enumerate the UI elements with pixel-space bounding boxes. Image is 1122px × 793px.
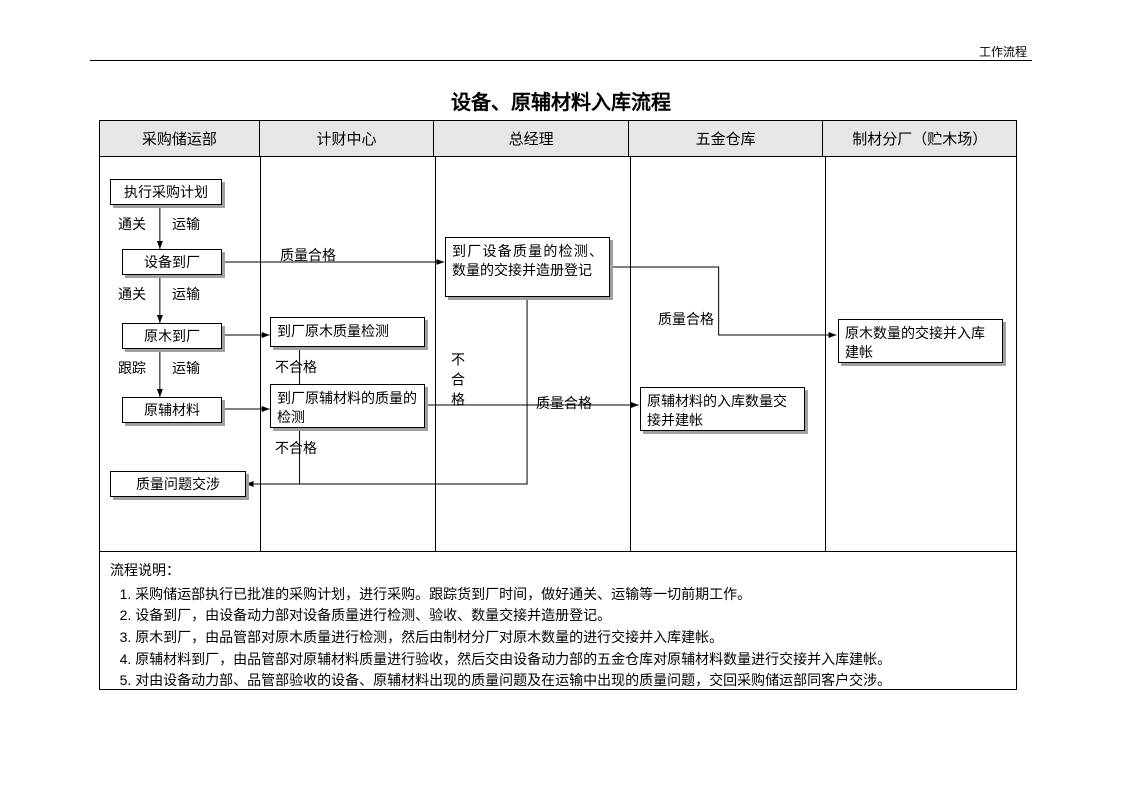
lane-header-row: 采购储运部计财中心总经理五金仓库制材分厂（贮木场） [100,121,1016,157]
lane-divider [435,157,436,551]
top-divider [90,60,1032,61]
lane-header-gm: 总经理 [434,121,629,156]
lane-header-warehouse: 五金仓库 [629,121,824,156]
lane-header-mill: 制材分厂（贮木场） [823,121,1016,156]
swimlane-frame: 采购储运部计财中心总经理五金仓库制材分厂（贮木场） 执行采购计划设备到厂原木到厂… [99,120,1017,690]
lane-header-finance: 计财中心 [260,121,435,156]
edge-label-l_t2a: 通关 [118,284,146,304]
flow-node-n_mill: 原木数量的交接并入库建帐 [838,319,1003,363]
flow-node-n_log: 原木到厂 [122,323,222,349]
edge-label-l_q1: 质量合格 [280,245,336,265]
flow-node-n_plan: 执行采购计划 [110,179,222,205]
flow-edge [609,267,837,335]
edge-label-l_nf1: 不合格 [275,357,317,377]
edge-label-l_nf2: 不合格 [275,438,317,458]
notes-item: 原辅材料到厂，由品管部对原辅材料质量进行验收，然后交由设备动力部的五金仓库对原辅… [135,649,1006,671]
lane-divider [260,157,261,551]
lane-header-purchase: 采购储运部 [100,121,260,156]
edge-label-l_t2b: 运输 [172,284,200,304]
notes-list: 采购储运部执行已批准的采购计划，进行采购。跟踪货到厂时间，做好通关、运输等一切前… [135,584,1006,692]
flow-node-n_aux: 原辅材料 [122,397,222,423]
lane-divider [630,157,631,551]
flow-node-n_issue: 质量问题交涉 [110,471,246,497]
notes-item: 设备到厂，由设备动力部对设备质量进行检测、验收、数量交接并造册登记。 [135,605,1006,627]
page-title: 设备、原辅材料入库流程 [451,86,671,115]
edge-label-l_t1a: 通关 [118,214,146,234]
doc-category-label: 工作流程 [979,43,1027,60]
notes-item: 原木到厂，由品管部对原木质量进行检测，然后由制材分厂对原木数量的进行交接并入库建… [135,627,1006,649]
edge-label-l_t3a: 跟踪 [118,358,146,378]
flow-node-n_wh: 原辅材料的入库数量交接并建帐 [640,387,805,431]
edge-label-l_q3: 质量合格 [536,393,592,413]
edge-label-l_bad: 不合格 [448,352,468,412]
edge-label-l_t3b: 运输 [172,358,200,378]
lane-divider [825,157,826,551]
flow-node-n_equip: 设备到厂 [122,249,222,275]
notes-item: 对由设备动力部、品管部验收的设备、原辅材料出现的质量问题及在运输中出现的质量问题… [135,670,1006,692]
flow-node-n_logchk: 到厂原木质量检测 [270,317,425,347]
edge-label-l_t1b: 运输 [172,214,200,234]
edge-label-l_q2: 质量合格 [658,309,714,329]
notes-item: 采购储运部执行已批准的采购计划，进行采购。跟踪货到厂时间，做好通关、运输等一切前… [135,584,1006,606]
flow-node-n_gm: 到厂设备质量的检测、数量的交接并造册登记 [445,237,610,297]
flow-node-n_auxchk: 到厂原辅材料的质量的检测 [270,384,425,428]
notes-title: 流程说明： [110,560,1006,582]
flowchart-canvas: 执行采购计划设备到厂原木到厂原辅材料质量问题交涉 到厂原木质量检测到厂原辅材料的质… [100,157,1016,551]
notes-section: 流程说明： 采购储运部执行已批准的采购计划，进行采购。跟踪货到厂时间，做好通关、… [100,551,1016,691]
